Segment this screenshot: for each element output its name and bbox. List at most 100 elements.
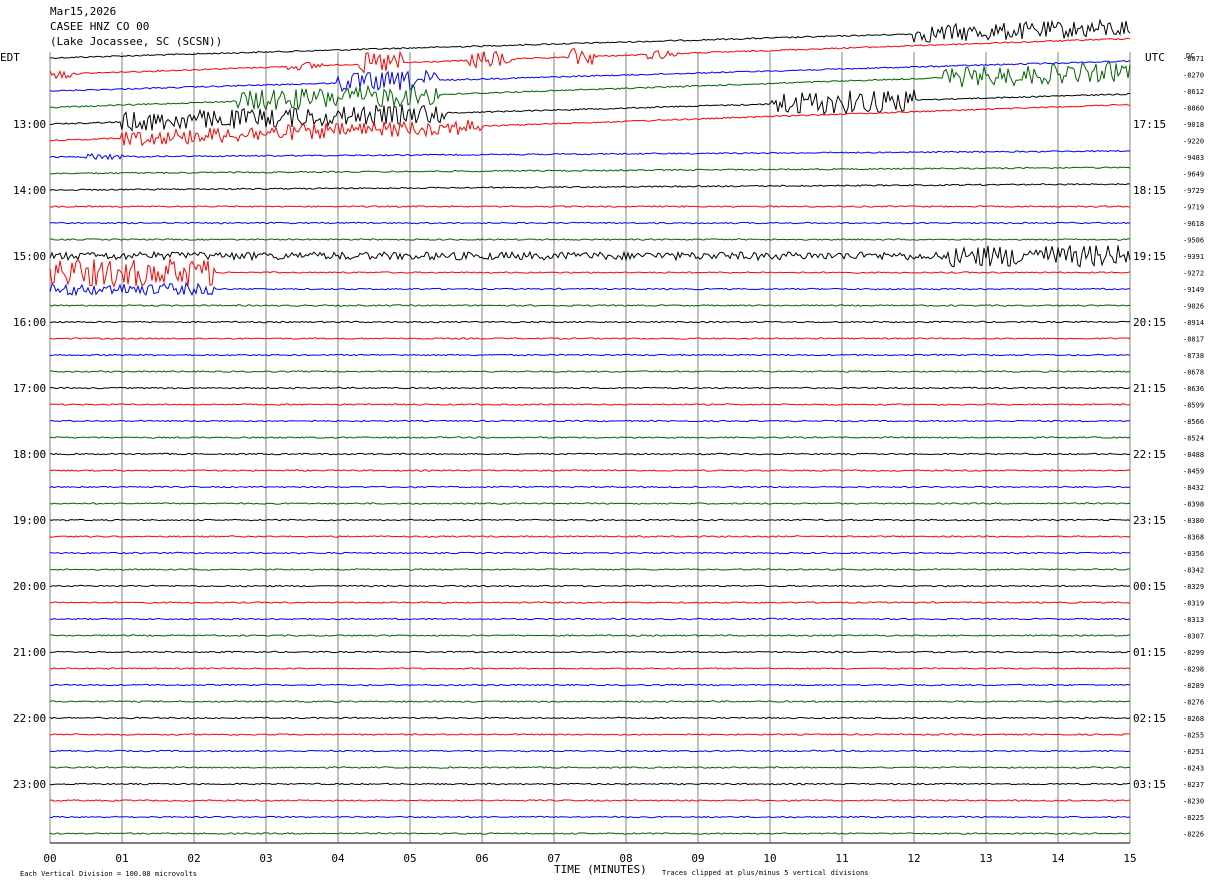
- dc-offset-label: -9483: [1183, 154, 1204, 162]
- trace-row: [49, 452, 1131, 456]
- right-hour-label: 22:15: [1133, 448, 1166, 461]
- dc-offset-label: -8289: [1183, 682, 1204, 690]
- trace-row: [49, 667, 1131, 670]
- dc-offset-label: -8298: [1183, 666, 1204, 674]
- trace-row: [49, 281, 1130, 297]
- x-tick-label: 05: [403, 852, 416, 865]
- dc-offset-label: -9272: [1183, 270, 1204, 278]
- trace-row: [49, 502, 1131, 505]
- left-hour-label: 15:00: [13, 250, 46, 263]
- x-tick-label: 09: [691, 852, 704, 865]
- trace-row: [49, 245, 1131, 268]
- dc-offset-label: -8299: [1183, 649, 1204, 657]
- x-tick-label: 00: [43, 852, 56, 865]
- dc-offset-label: -8276: [1183, 699, 1204, 707]
- dc-offset-label: -8243: [1183, 765, 1204, 773]
- trace-row: [49, 584, 1131, 588]
- trace-row: [49, 766, 1131, 769]
- trace-row: [49, 535, 1131, 538]
- trace-row: [49, 320, 1131, 324]
- trace-row: [49, 419, 1131, 423]
- dc-offset-label: -8270: [1183, 72, 1204, 80]
- seismic-traces: [49, 18, 1131, 835]
- right-hour-label: 23:15: [1133, 514, 1166, 527]
- footer-vertical-division: Each Vertical Division = 100.00 microvol…: [20, 870, 197, 878]
- dc-offset-label: -8313: [1183, 616, 1204, 624]
- x-tick-label: 07: [547, 852, 560, 865]
- trace-row: [49, 518, 1131, 522]
- trace-row: [49, 832, 1131, 835]
- dc-offset-label: -8307: [1183, 633, 1204, 641]
- dc-offset-label: -8599: [1183, 402, 1204, 410]
- x-tick-label: 08: [619, 852, 632, 865]
- dc-offset-label: -8817: [1183, 336, 1204, 344]
- trace-row: [49, 716, 1131, 720]
- trace-row: [49, 700, 1130, 703]
- dc-offset-label: -8255: [1183, 732, 1204, 740]
- edt-label: EDT: [0, 51, 20, 64]
- utc-label: UTC: [1145, 51, 1165, 64]
- trace-row: [49, 436, 1131, 439]
- right-hour-label: 00:15: [1133, 580, 1166, 593]
- x-tick-label: 02: [187, 852, 200, 865]
- dc-offset-label: -8380: [1183, 517, 1204, 525]
- left-hour-label: 19:00: [13, 514, 46, 527]
- dc-offset-label: -8251: [1183, 748, 1204, 756]
- right-hour-label: 20:15: [1133, 316, 1166, 329]
- dc-offset-label: -8860: [1183, 105, 1204, 113]
- trace-row: [49, 59, 1131, 93]
- trace-row: [49, 568, 1131, 571]
- dc-label: DC: [1186, 52, 1194, 60]
- right-hour-label: 18:15: [1133, 184, 1166, 197]
- x-tick-label: 06: [475, 852, 488, 865]
- trace-row: [49, 601, 1131, 604]
- x-tick-label: 03: [259, 852, 272, 865]
- trace-row: [49, 149, 1131, 161]
- x-tick-label: 04: [331, 852, 345, 865]
- trace-row: [49, 617, 1131, 621]
- x-tick-label: 10: [763, 852, 776, 865]
- dc-offset-label: -8230: [1183, 798, 1204, 806]
- right-hour-label: 17:15: [1133, 118, 1166, 131]
- trace-row: [49, 37, 1131, 80]
- dc-offset-label: -8329: [1183, 583, 1204, 591]
- x-tick-label: 14: [1051, 852, 1065, 865]
- trace-row: [49, 799, 1130, 802]
- dc-offset-label: -8488: [1183, 451, 1204, 459]
- trace-row: [49, 551, 1131, 555]
- dc-offset-label: -8237: [1183, 781, 1204, 789]
- dc-offset-label: -9391: [1183, 253, 1204, 261]
- trace-row: [49, 238, 1131, 241]
- trace-row: [49, 403, 1131, 406]
- dc-offset-label: -9506: [1183, 237, 1204, 245]
- trace-row: [49, 469, 1131, 472]
- dc-offset-label: -8636: [1183, 385, 1204, 393]
- dc-offset-label: -8612: [1183, 88, 1204, 96]
- x-tick-label: 13: [979, 852, 992, 865]
- footer-clip-note: Traces clipped at plus/minus 5 vertical …: [662, 869, 869, 877]
- x-tick-label: 12: [907, 852, 920, 865]
- dc-offset-label: -8738: [1183, 352, 1204, 360]
- trace-row: [49, 749, 1131, 753]
- left-hour-label: 14:00: [13, 184, 46, 197]
- dc-offset-label: -9649: [1183, 171, 1204, 179]
- trace-row: [49, 782, 1130, 786]
- right-hour-label: 19:15: [1133, 250, 1166, 263]
- trace-row: [49, 166, 1131, 175]
- left-hour-label: 18:00: [13, 448, 46, 461]
- dc-offset-label: -8398: [1183, 501, 1204, 509]
- dc-offset-label: -9719: [1183, 204, 1204, 212]
- right-hour-label: 03:15: [1133, 778, 1166, 791]
- dc-offset-label: -8071: [1183, 55, 1204, 63]
- dc-offset-label: -8268: [1183, 715, 1204, 723]
- trace-row: [49, 485, 1131, 489]
- dc-offset-label: -9018: [1183, 121, 1204, 129]
- left-hour-label: 16:00: [13, 316, 46, 329]
- dc-offset-label: -8459: [1183, 468, 1204, 476]
- x-axis-title: TIME (MINUTES): [554, 863, 647, 876]
- x-tick-label: 01: [115, 852, 128, 865]
- trace-row: [49, 386, 1131, 390]
- trace-row: [49, 304, 1131, 307]
- trace-row: [49, 182, 1131, 191]
- dc-offset-label: -9220: [1183, 138, 1204, 146]
